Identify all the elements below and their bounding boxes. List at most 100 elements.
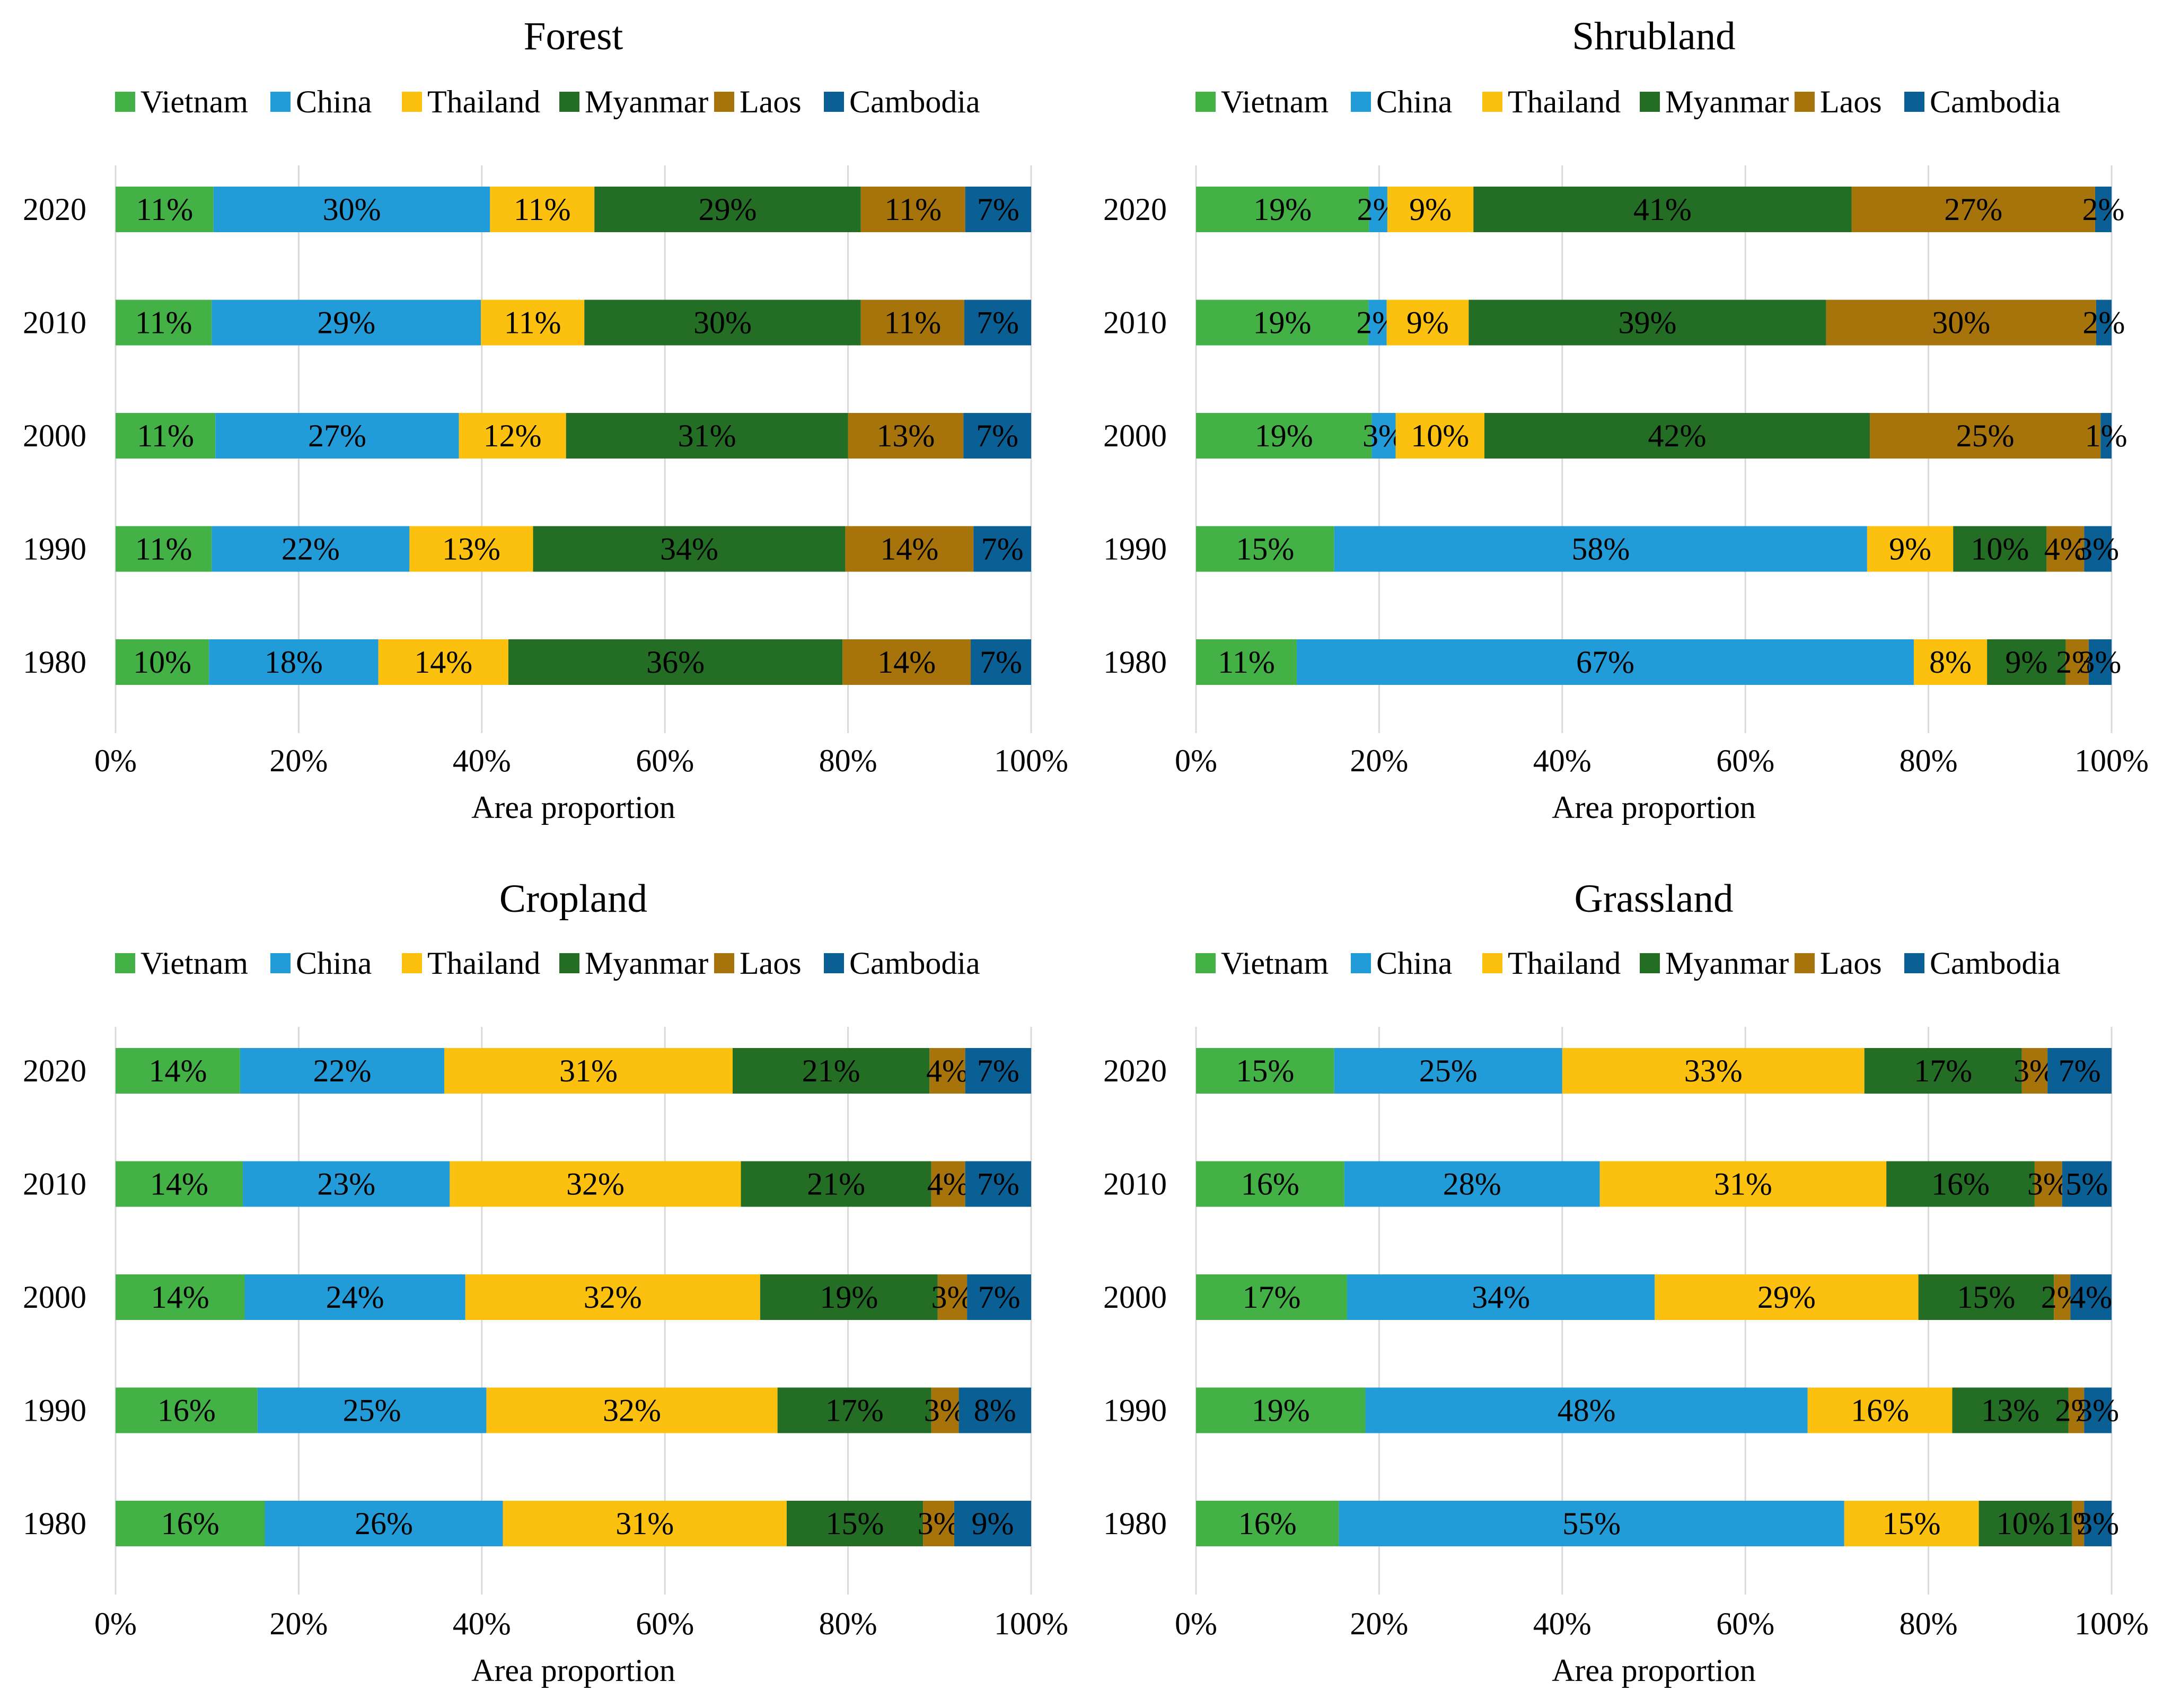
bar-myanmar-2010 [584, 300, 861, 346]
bar-china-1990 [212, 526, 410, 572]
bar-china-2010 [243, 1161, 450, 1207]
data-label-thailand-2000: 12% [483, 418, 542, 453]
legend-item-cambodia: Cambodia [824, 84, 980, 119]
bar-vietnam-1990 [1196, 1387, 1366, 1433]
data-label-myanmar-1980: 15% [826, 1506, 884, 1541]
bar-laos-1980 [2065, 639, 2089, 685]
legend-label-china: China [296, 946, 372, 981]
bar-cambodia-2000 [2100, 413, 2112, 459]
bar-thailand-1990 [409, 526, 533, 572]
y-tick-label: 1980 [1103, 645, 1167, 680]
bar-myanmar-1980 [508, 639, 843, 685]
data-label-cambodia-2010: 2% [2082, 305, 2125, 340]
data-label-cambodia-2020: 7% [2059, 1053, 2101, 1088]
data-label-myanmar-2020: 17% [1914, 1053, 1972, 1088]
legend-swatch-thailand [402, 953, 422, 973]
bar-myanmar-1980 [786, 1501, 924, 1546]
data-label-vietnam-1990: 11% [135, 532, 192, 567]
bar-vietnam-1980 [116, 639, 209, 685]
data-label-thailand-2020: 11% [514, 192, 571, 227]
data-label-thailand-2000: 29% [1757, 1280, 1816, 1315]
legend-label-thailand: Thailand [427, 84, 540, 119]
bar-laos-2010 [860, 300, 964, 346]
data-label-laos-2020: 11% [884, 192, 942, 227]
bar-laos-2020 [1851, 187, 2095, 232]
x-tick-label: 100% [2074, 743, 2149, 778]
bar-vietnam-2010 [1196, 1161, 1344, 1207]
data-label-china-2000: 27% [308, 418, 366, 453]
bar-myanmar-2020 [1864, 1048, 2022, 1094]
bar-china-2020 [240, 1048, 444, 1094]
legend-label-cambodia: Cambodia [1930, 946, 2061, 981]
bar-china-2020 [1369, 187, 1387, 232]
data-label-thailand-2000: 32% [584, 1280, 642, 1315]
legend-swatch-cambodia [824, 92, 844, 112]
legend-item-cambodia: Cambodia [1904, 946, 2061, 981]
bar-vietnam-1990 [1196, 526, 1334, 572]
legend-item-china: China [270, 946, 372, 981]
bar-vietnam-2000 [1196, 413, 1372, 459]
bar-laos-2000 [937, 1274, 968, 1320]
bar-china-2000 [244, 1274, 465, 1320]
chart-title: Grassland [1575, 877, 1734, 921]
bar-thailand-1980 [378, 639, 508, 685]
data-label-cambodia-2000: 4% [2070, 1280, 2112, 1315]
legend-swatch-vietnam [1195, 92, 1216, 112]
data-label-china-1990: 22% [282, 532, 340, 567]
legend-label-vietnam: Vietnam [140, 946, 248, 981]
data-label-myanmar-1990: 17% [825, 1393, 884, 1428]
x-tick-label: 80% [819, 743, 877, 778]
legend-label-thailand: Thailand [1508, 84, 1621, 119]
bar-china-2010 [1368, 300, 1387, 346]
bar-thailand-2010 [1386, 300, 1469, 346]
bar-china-1990 [1365, 1387, 1808, 1433]
x-tick-label: 20% [1350, 743, 1408, 778]
data-label-cambodia-1990: 7% [981, 532, 1024, 567]
data-label-vietnam-2000: 11% [137, 418, 194, 453]
data-label-vietnam-2020: 19% [1253, 192, 1312, 227]
bar-cambodia-1980 [954, 1501, 1031, 1546]
legend-label-myanmar: Myanmar [1665, 946, 1789, 981]
bar-vietnam-1980 [1196, 1501, 1339, 1546]
legend-item-china: China [270, 84, 372, 119]
bar-thailand-1980 [1913, 639, 1988, 685]
legend-item-cambodia: Cambodia [1904, 84, 2061, 119]
bar-vietnam-2010 [116, 300, 212, 346]
bar-cambodia-2010 [965, 1161, 1031, 1207]
bar-laos-2010 [2034, 1161, 2062, 1207]
y-tick-label: 2000 [1103, 418, 1167, 453]
bar-china-2020 [1334, 1048, 1562, 1094]
data-label-china-2000: 24% [326, 1280, 384, 1315]
legend-item-myanmar: Myanmar [1640, 946, 1789, 981]
bar-cambodia-1990 [2084, 1387, 2112, 1433]
bar-laos-1980 [2072, 1501, 2085, 1546]
legend-swatch-thailand [402, 92, 422, 112]
y-tick-label: 1980 [23, 1506, 86, 1541]
legend-swatch-laos [1795, 92, 1815, 112]
data-label-vietnam-2020: 14% [148, 1053, 207, 1088]
bar-thailand-2000 [1395, 413, 1485, 459]
data-label-myanmar-2010: 16% [1931, 1167, 1990, 1202]
bar-laos-2000 [1870, 413, 2101, 459]
data-label-vietnam-1990: 15% [1236, 532, 1294, 567]
bar-thailand-1990 [1867, 526, 1954, 572]
data-label-china-2010: 29% [317, 305, 375, 340]
bar-cambodia-2000 [963, 413, 1031, 459]
legend-swatch-thailand [1482, 92, 1502, 112]
bar-vietnam-2010 [1196, 300, 1369, 346]
data-label-china-2020: 30% [323, 192, 381, 227]
bar-cambodia-1990 [959, 1387, 1031, 1433]
bar-vietnam-2010 [116, 1161, 243, 1207]
legend-item-china: China [1351, 946, 1452, 981]
legend: Vietnam China Thailand Myanmar Laos Cambodia [115, 946, 980, 981]
legend-label-vietnam: Vietnam [1221, 84, 1329, 119]
y-tick-label: 1990 [23, 1393, 86, 1428]
data-label-thailand-1990: 13% [442, 532, 500, 567]
legend: Vietnam China Thailand Myanmar Laos Cambodia [1195, 84, 2061, 119]
y-tick-label: 2000 [1103, 1280, 1167, 1315]
data-label-myanmar-2010: 30% [693, 305, 752, 340]
data-label-thailand-1980: 31% [616, 1506, 674, 1541]
y-tick-label: 1980 [23, 645, 86, 680]
data-label-myanmar-2010: 21% [807, 1167, 865, 1202]
legend-label-thailand: Thailand [1508, 946, 1621, 981]
